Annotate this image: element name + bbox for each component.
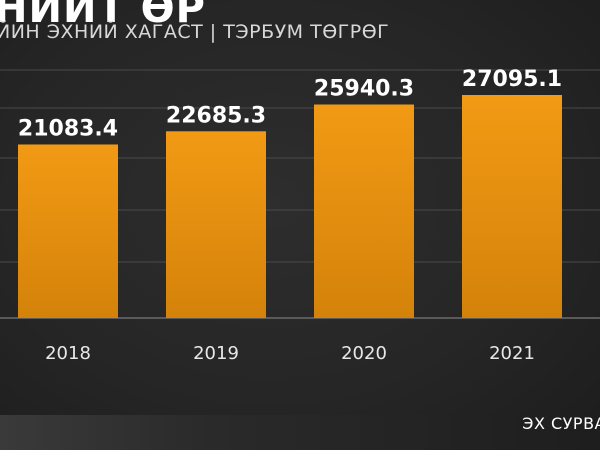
value-label-2020: 25940.3 bbox=[314, 77, 414, 102]
bar-2021 bbox=[462, 95, 562, 318]
source-label: ЭХ СУРВА bbox=[522, 414, 600, 433]
chart-title: НИЙТ ӨР bbox=[0, 0, 206, 32]
value-label-2018: 21083.4 bbox=[18, 116, 118, 141]
chart-x-tick-labels: 2018 2019 2020 2021 bbox=[45, 343, 535, 364]
bar-2018 bbox=[18, 144, 118, 318]
value-label-2021: 27095.1 bbox=[462, 67, 562, 92]
chart-subtitle: ЙИН ЭХНИЙ ХАГАСТ | ТЭРБУМ ТӨГРӨГ bbox=[0, 21, 390, 43]
x-tick-2018: 2018 bbox=[45, 343, 91, 364]
x-tick-2021: 2021 bbox=[489, 343, 535, 364]
footer-band bbox=[0, 415, 600, 450]
bar-2019 bbox=[166, 131, 266, 318]
bar-2020 bbox=[314, 104, 414, 318]
x-tick-2020: 2020 bbox=[341, 343, 387, 364]
x-tick-2019: 2019 bbox=[193, 343, 239, 364]
chart-value-labels: 21083.4 22685.3 25940.3 27095.1 bbox=[18, 67, 562, 141]
chart-bars bbox=[18, 95, 562, 318]
value-label-2019: 22685.3 bbox=[166, 103, 266, 128]
